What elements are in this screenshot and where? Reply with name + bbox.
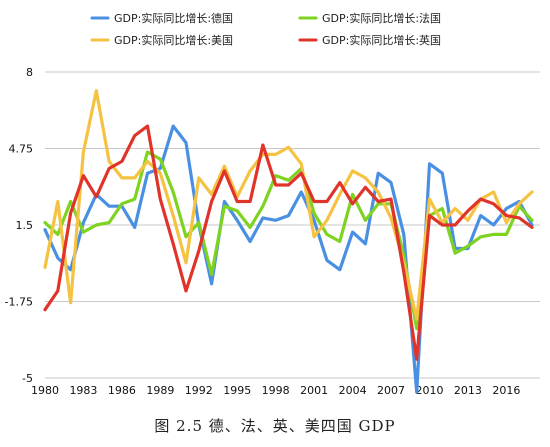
y-tick-label: 1.5 <box>16 219 34 232</box>
y-tick-label: -5 <box>22 372 33 385</box>
x-tick-label: 1995 <box>223 384 251 397</box>
series-line-2 <box>43 89 534 321</box>
x-tick-label: 1983 <box>69 384 97 397</box>
legend-entry-label: GDP:实际同比增长:法国 <box>322 11 441 25</box>
legend-entry-label: GDP:实际同比增长:美国 <box>114 33 233 47</box>
x-tick-label: 1998 <box>262 384 290 397</box>
chart-grid <box>45 71 540 379</box>
x-tick-label: 1989 <box>146 384 174 397</box>
x-axis-ticks: 1980 1983 1986 1989 1992 1995 1998 2001 2004 2007… <box>31 384 520 397</box>
y-tick-label: -1.75 <box>5 296 33 309</box>
x-tick-label: 1986 <box>108 384 136 397</box>
x-tick-label: 2016 <box>492 384 520 397</box>
x-tick-label: 2007 <box>377 384 405 397</box>
chart-legend: GDP:实际同比增长:德国 GDP:实际同比增长:法国 GDP:实际同比增长:美国 G… <box>90 11 441 47</box>
x-tick-label: 2013 <box>454 384 482 397</box>
x-tick-label: 1992 <box>185 384 213 397</box>
y-tick-label: 4.75 <box>9 143 34 156</box>
legend-entry-label: GDP:实际同比增长:德国 <box>114 11 233 25</box>
x-tick-label: 2010 <box>415 384 443 397</box>
y-tick-label: 8 <box>26 66 33 79</box>
line-chart: GDP:实际同比增长:德国 GDP:实际同比增长:法国 GDP:实际同比增长:美国 G… <box>5 11 540 397</box>
figure-caption: 图 2.5 德、法、英、美四国 GDP <box>154 417 396 435</box>
series-line-3 <box>43 124 534 361</box>
series-line-0 <box>43 124 534 394</box>
x-tick-label: 2004 <box>339 384 367 397</box>
x-tick-label: 1980 <box>31 384 59 397</box>
x-tick-label: 2001 <box>300 384 328 397</box>
series-line-1 <box>43 150 534 331</box>
y-axis-ticks: 8 4.75 1.5 -1.75 -5 <box>5 66 33 385</box>
series-lines <box>43 89 534 394</box>
legend-entry-label: GDP:实际同比增长:英国 <box>322 33 441 47</box>
